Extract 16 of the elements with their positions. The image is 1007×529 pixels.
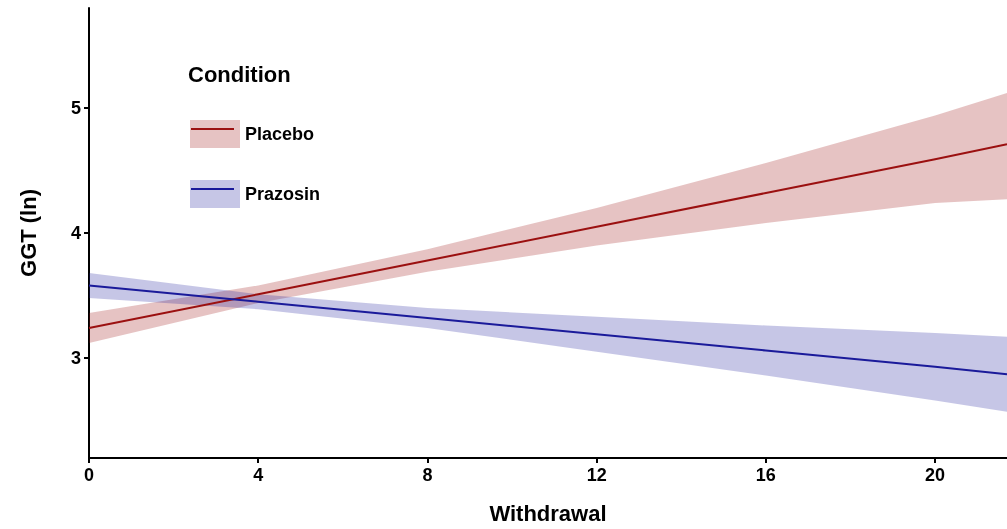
legend-label: Placebo (245, 124, 315, 144)
x-tick-label: 12 (586, 465, 607, 485)
legend-label: Prazosin (245, 184, 321, 204)
x-tick-label: 4 (253, 465, 264, 485)
y-axis-title: GGT (ln) (15, 189, 41, 277)
legend-title: Condition (188, 61, 291, 87)
x-tick-label: 16 (755, 465, 776, 485)
y-tick-label: 3 (70, 348, 81, 368)
x-tick-label: 0 (83, 465, 95, 485)
line-series (88, 284, 1007, 376)
line-series (88, 143, 1007, 329)
x-tick-label: 8 (422, 465, 433, 485)
y-tick-label: 5 (70, 98, 81, 118)
y-tick-label: 4 (70, 223, 81, 243)
x-axis-title: Withdrawal (489, 500, 607, 526)
x-tick-label: 20 (925, 465, 946, 485)
